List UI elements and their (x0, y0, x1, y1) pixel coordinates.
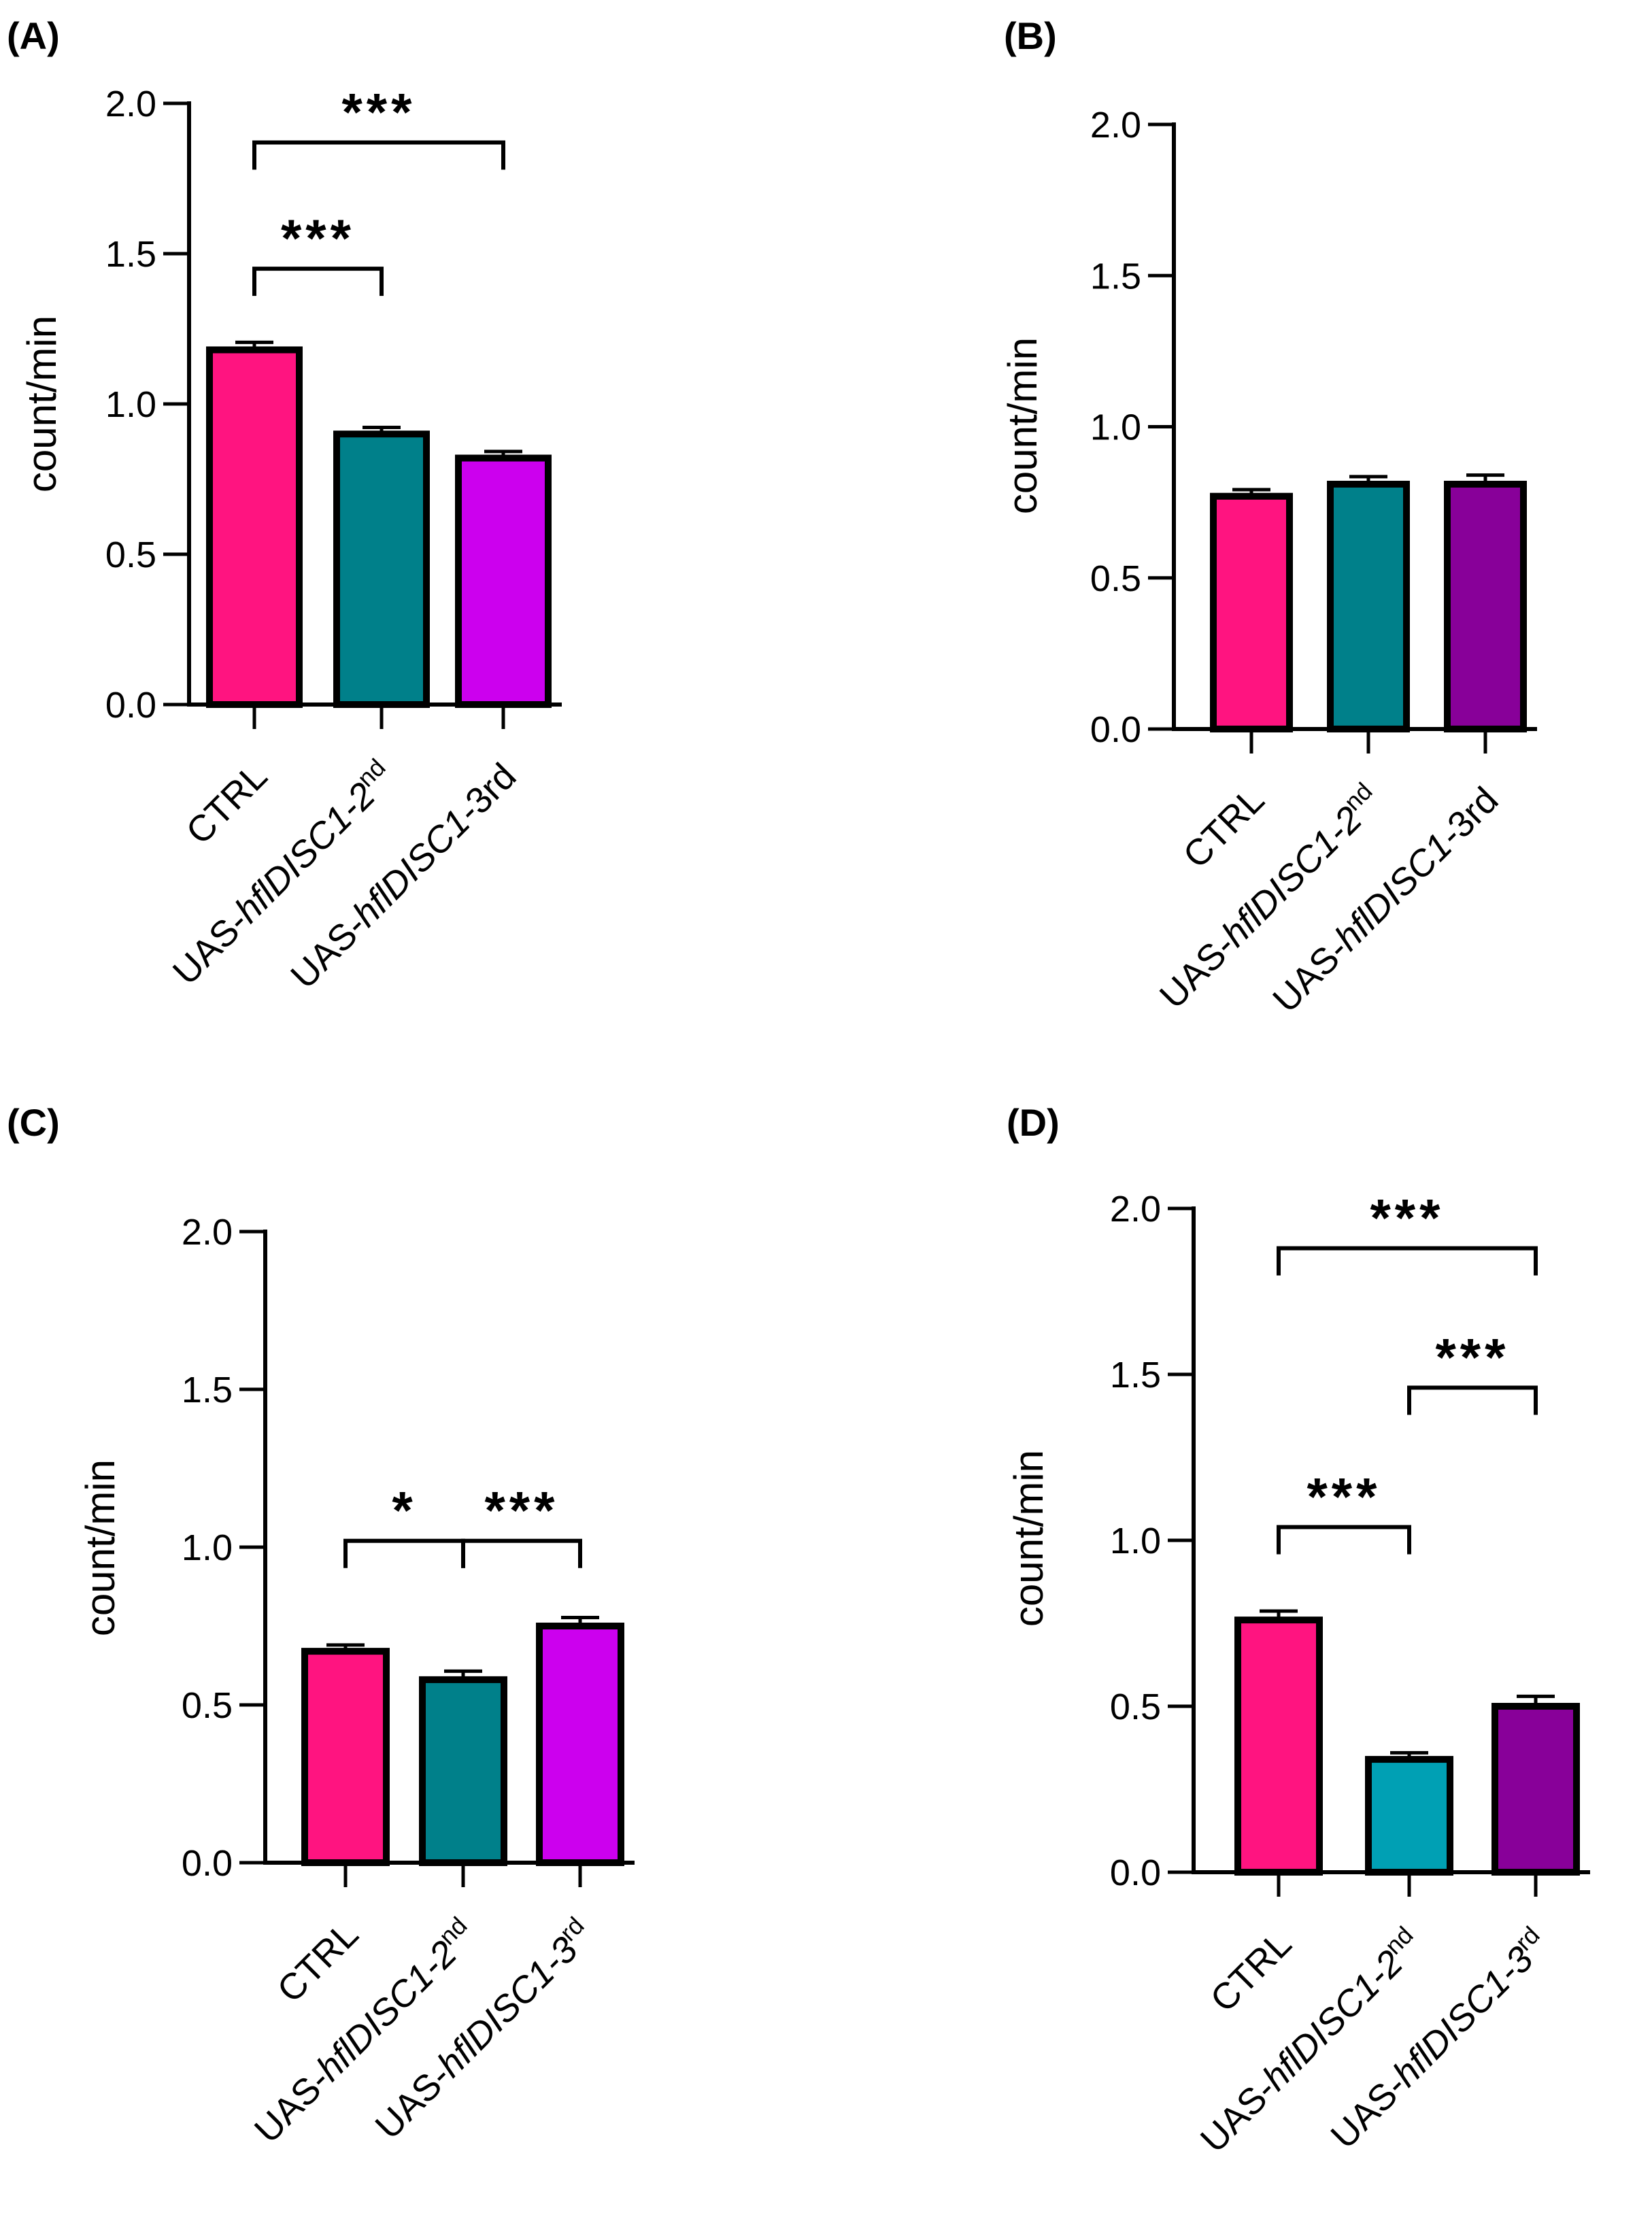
y-tick-label: 1.0 (105, 384, 156, 425)
significance-bracket (461, 1538, 582, 1568)
y-tick-label: 1.5 (182, 1370, 233, 1410)
category-label: CTRL (269, 1914, 366, 2010)
y-tick-label: 2.0 (1110, 1189, 1161, 1230)
y-tick-label: 1.5 (1110, 1355, 1161, 1395)
category-label: CTRL (1175, 779, 1272, 876)
category-label: UAS-hflDISC1-3rd (283, 756, 524, 996)
panel-label: (A) (7, 14, 60, 57)
y-tick-label: 0.5 (182, 1685, 233, 1726)
bar (419, 1676, 507, 1866)
category-label: UAS-hflDISC1-2nd (1190, 1920, 1430, 2161)
y-axis-title: count/min (78, 1459, 123, 1636)
y-axis-title: count/min (1006, 1450, 1051, 1627)
panel-label: (C) (7, 1101, 60, 1144)
category-label: UAS-hflDISC1-3rd (365, 1911, 601, 2147)
category-label: UAS-hflDISC1-2nd (163, 753, 403, 993)
bar (455, 454, 552, 708)
y-tick-label: 0.5 (105, 535, 156, 575)
significance-label: * (392, 1480, 416, 1540)
y-tick-label: 0.0 (105, 685, 156, 726)
chart-panel-1: (A) 0.0 0.5 1.0 1.5 2.0 count/min CTRLUAS-hflDI… (7, 14, 562, 996)
panel-label: (D) (1007, 1101, 1060, 1144)
category-label: CTRL (1202, 1923, 1299, 2020)
y-tick-label: 1.0 (1110, 1521, 1161, 1561)
significance-bracket (343, 1538, 465, 1568)
category-label-text: CTRL (178, 756, 275, 852)
significance-label: *** (1307, 1466, 1381, 1526)
bar (1327, 480, 1410, 733)
significance-label: *** (1370, 1188, 1444, 1248)
y-tick-label: 1.5 (105, 234, 156, 275)
y-tick-label: 2.0 (1090, 105, 1141, 146)
chart-panel-3: (C) 0.0 0.5 1.0 1.5 2.0 count/min CTRLUAS-hflDI… (7, 1101, 635, 2151)
category-label-text: CTRL (269, 1914, 366, 2010)
significance-bracket (1277, 1246, 1538, 1276)
significance-label: *** (281, 208, 355, 268)
bar (536, 1623, 624, 1866)
y-tick-label: 0.5 (1090, 558, 1141, 599)
y-tick-label: 2.0 (105, 84, 156, 124)
significance-label: *** (341, 82, 416, 141)
significance-bracket (1277, 1525, 1411, 1555)
bar (301, 1648, 390, 1867)
y-tick-label: 1.5 (1090, 256, 1141, 297)
panel-label: (B) (1004, 14, 1057, 57)
bar (1365, 1756, 1453, 1876)
bar (333, 430, 430, 708)
significance-bracket (252, 267, 384, 297)
bar (1234, 1617, 1323, 1876)
category-label-italic: hflDISC1-3 (1385, 1939, 1541, 2095)
category-label: UAS-hflDISC1-3rd (1265, 779, 1506, 1020)
y-tick-label: 0.0 (1110, 1852, 1161, 1893)
category-label: CTRL (178, 756, 275, 852)
category-label: UAS-hflDISC1-3rd (1321, 1920, 1557, 2156)
y-axis-title: count/min (19, 316, 65, 492)
y-tick-label: 0.0 (1090, 709, 1141, 750)
y-tick-label: 2.0 (182, 1212, 233, 1253)
y-tick-label: 0.5 (1110, 1687, 1161, 1727)
bar (1491, 1703, 1580, 1876)
y-tick-label: 0.0 (182, 1843, 233, 1884)
category-label-text: CTRL (1175, 779, 1272, 876)
significance-label: *** (1435, 1327, 1509, 1387)
y-tick-label: 1.0 (182, 1527, 233, 1568)
significance-bracket (1407, 1385, 1538, 1415)
bar (1444, 480, 1527, 733)
y-tick-label: 1.0 (1090, 407, 1141, 448)
bar (206, 346, 303, 708)
chart-panel-2: (B) 0.0 0.5 1.0 1.5 2.0 count/min CTRLUAS-hflDI… (1000, 14, 1537, 1020)
category-label: UAS-hflDISC1-2nd (1149, 777, 1389, 1017)
category-label-text: CTRL (1202, 1923, 1299, 2020)
chart-panel-4: (D) 0.0 0.5 1.0 1.5 2.0 count/min CTRLUAS-hflDI… (1006, 1101, 1590, 2161)
category-label: UAS-hflDISC1-2nd (244, 1911, 484, 2151)
significance-label: *** (484, 1480, 558, 1540)
y-axis-title: count/min (1000, 337, 1045, 514)
significance-bracket (252, 140, 505, 170)
bar (1210, 492, 1293, 732)
